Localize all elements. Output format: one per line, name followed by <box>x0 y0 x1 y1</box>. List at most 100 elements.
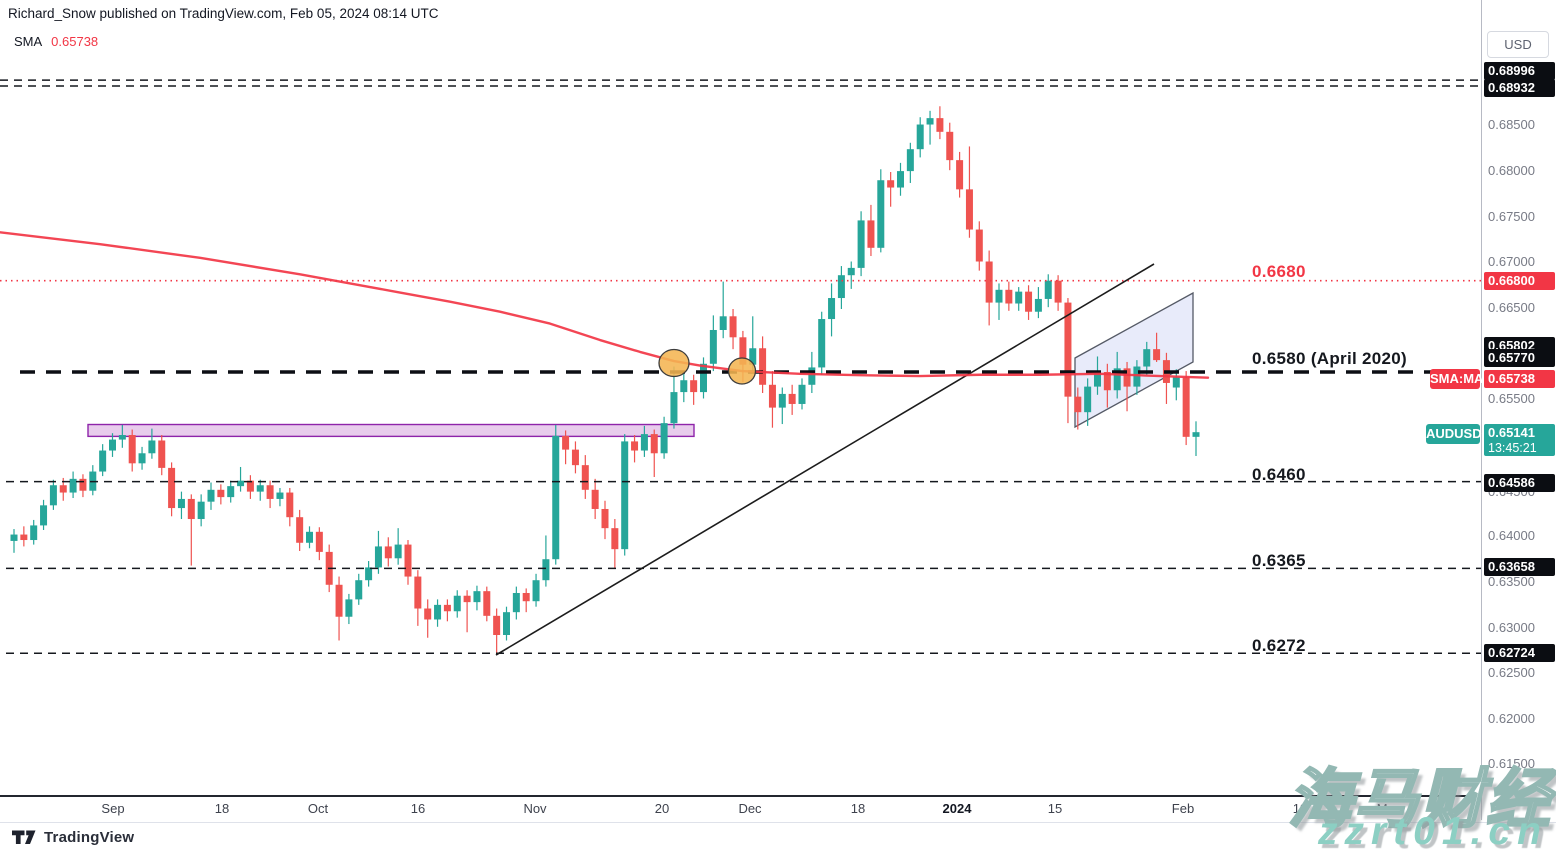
time-tick-label[interactable]: Oct <box>307 801 329 816</box>
candle-body <box>936 118 944 132</box>
candle-body <box>552 435 560 560</box>
time-axis[interactable]: Sep 18 Oct 16 Nov 20 Dec 18 2024 15 Feb 19 Mar <box>0 795 1556 823</box>
price-level-badge: 0.68932 <box>1484 79 1555 97</box>
candle-body <box>778 393 786 408</box>
candle-body <box>148 440 156 454</box>
indicator-name: SMA <box>14 34 43 49</box>
candle-body <box>542 559 550 581</box>
candle-body <box>1192 432 1200 437</box>
time-tick-label[interactable]: 18 <box>214 801 230 816</box>
symbol-label: AUDUSD <box>1426 424 1482 444</box>
time-tick-label[interactable]: Sep <box>101 801 125 816</box>
candle-body <box>434 604 442 620</box>
candle-body <box>1103 372 1111 391</box>
sma-line <box>0 231 1210 379</box>
price-tick-label: 0.65500 <box>1488 391 1535 406</box>
highlight-circle-1 <box>658 348 690 378</box>
candle-body <box>965 189 973 230</box>
candle-body <box>906 149 914 172</box>
candle-body <box>611 528 619 550</box>
tradingview-logo-icon <box>12 830 36 844</box>
candle-body <box>1172 377 1180 388</box>
candle-body <box>424 608 432 620</box>
candle-body <box>168 467 176 509</box>
candle-body <box>246 480 254 492</box>
candle-body <box>118 435 126 440</box>
candle-body <box>99 450 107 472</box>
candle-body <box>995 289 1003 303</box>
candle-body <box>522 592 530 602</box>
candle-body <box>759 348 767 385</box>
price-tick-label: 0.67500 <box>1488 209 1535 224</box>
candle-body <box>1143 349 1151 367</box>
highlight-circle-2 <box>727 357 757 385</box>
candle-body <box>1153 349 1161 361</box>
candle-body <box>384 546 392 559</box>
chart-annotation: 0.6365 <box>1252 551 1306 570</box>
candle-body <box>788 393 796 404</box>
candle-body <box>1094 372 1101 387</box>
price-tick-label: 0.63000 <box>1488 620 1535 635</box>
candle-body <box>690 380 698 393</box>
time-tick-label[interactable]: 19 <box>1292 801 1308 816</box>
chart-annotation: 0.6460 <box>1252 465 1306 484</box>
candle-body <box>1015 291 1023 304</box>
time-tick-label[interactable]: 15 <box>1047 801 1063 816</box>
price-tick-label: 0.62000 <box>1488 711 1535 726</box>
candle-body <box>404 544 412 577</box>
candle-body <box>69 478 77 493</box>
candle-body <box>296 517 304 543</box>
candle-body <box>601 508 609 529</box>
candle-body <box>581 465 589 490</box>
time-tick-label[interactable]: 2024 <box>942 801 972 816</box>
candle-body <box>857 220 865 268</box>
time-tick-label[interactable]: 18 <box>850 801 866 816</box>
candle-body <box>768 384 776 408</box>
time-tick-label[interactable]: Feb <box>1171 801 1195 816</box>
time-tick-label[interactable]: 20 <box>654 801 670 816</box>
candle-body <box>128 435 136 464</box>
candle-body <box>207 489 215 502</box>
time-tick-label[interactable]: Mar <box>1376 801 1400 816</box>
candle-body <box>335 584 343 617</box>
candle-body <box>975 229 983 262</box>
time-tick-label[interactable]: 16 <box>410 801 426 816</box>
candle-body <box>158 440 166 468</box>
price-level-badge: 0.65770 <box>1484 349 1555 367</box>
candle-body <box>177 498 185 509</box>
candle-body <box>1084 386 1092 413</box>
candle-body <box>1133 366 1141 387</box>
tradingview-brand[interactable]: TradingView <box>12 829 134 846</box>
currency-button[interactable]: USD <box>1487 31 1549 58</box>
candle-body <box>483 591 491 616</box>
candle-body <box>20 534 28 541</box>
candle-body <box>749 348 757 365</box>
candle-body <box>956 160 964 190</box>
candle-body <box>621 441 629 550</box>
candle-body <box>197 501 205 520</box>
price-axis[interactable]: USD 0.68996 0.68932 0.68500 0.68000 0.67500 0… <box>1481 0 1556 820</box>
candle-body <box>187 498 195 520</box>
last-price-value: 0.65141 <box>1488 425 1535 440</box>
watermark-url: zzrt01.cn <box>1318 810 1548 853</box>
candle-body <box>1054 280 1062 303</box>
price-tick-label: 0.68000 <box>1488 163 1535 178</box>
indicator-legend[interactable]: SMA 0.65738 <box>14 34 98 49</box>
candle-body <box>828 298 836 320</box>
time-tick-label[interactable]: Dec <box>738 801 762 816</box>
tradingview-brand-text: TradingView <box>44 829 135 846</box>
candle-body <box>562 435 570 450</box>
price-level-badge: 0.62724 <box>1484 644 1555 662</box>
candle-body <box>926 118 934 125</box>
candle-body <box>877 180 885 248</box>
watermark-cn: 海马财经 <box>1287 762 1552 837</box>
candle-body <box>473 591 481 603</box>
price-tick-label: 0.63500 <box>1488 574 1535 589</box>
candle-body <box>276 492 284 499</box>
candle-body <box>109 439 116 451</box>
candle-body <box>867 220 875 248</box>
candle-body <box>266 485 274 499</box>
time-tick-label[interactable]: Nov <box>523 801 547 816</box>
candle-body <box>680 380 688 393</box>
